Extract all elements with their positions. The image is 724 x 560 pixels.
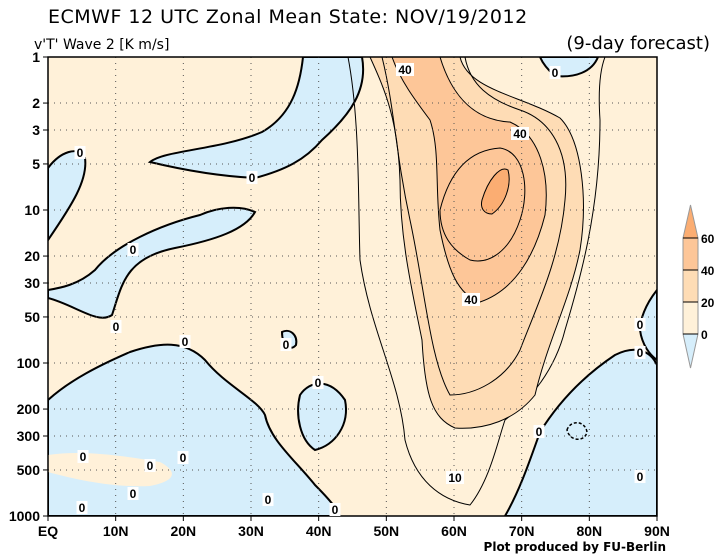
colorbar: 60 40 20 0 (682, 204, 715, 369)
contour-label: 0 (332, 503, 339, 517)
x-tick-label: 80N (576, 523, 602, 539)
contour-label-bg (179, 335, 191, 348)
contour-label-bg (634, 318, 646, 331)
contour-label: 0 (80, 450, 87, 464)
contour-label-bg (396, 63, 414, 76)
y-tick-label: 100 (17, 355, 41, 371)
x-tick-label: 90N (644, 523, 670, 539)
negative-region (48, 206, 257, 319)
negative-contour-dashed (566, 422, 588, 440)
colorbar-tick-label: 0 (701, 328, 708, 342)
colorbar-below-0 (682, 333, 699, 369)
region-40-60 (391, 57, 547, 303)
contour-label: 0 (283, 338, 290, 352)
contour-label-bg (76, 501, 88, 514)
region-above-60 (481, 168, 510, 215)
contour-label: 0 (552, 66, 559, 80)
contour-label: 0 (637, 346, 644, 360)
y-tick-label: 1 (32, 49, 40, 65)
contour-label: 0 (315, 376, 322, 390)
y-tick-label: 50 (24, 309, 40, 325)
contour-label: 0 (265, 493, 272, 507)
contour-label: 40 (464, 293, 478, 307)
x-tick-label: 70N (509, 523, 535, 539)
contour-label-bg (511, 127, 529, 140)
contour-label-bg (74, 146, 86, 159)
colorbar-above-60 (682, 204, 699, 239)
contour-label: 0 (249, 171, 256, 185)
credit-label: Plot produced by FU-Berlin (483, 540, 666, 554)
y-tick-label: 10 (24, 202, 40, 218)
contour-label-bg (246, 171, 258, 184)
contour-label-bg (177, 451, 189, 464)
contour-label-bg (462, 293, 480, 306)
contour-label-bg (110, 320, 122, 333)
contour-label: 0 (637, 318, 644, 332)
y-tick-label: 5 (32, 156, 40, 172)
x-tick-label: EQ (38, 523, 58, 539)
plot-area (48, 57, 657, 516)
contour-30 (381, 57, 567, 396)
contour-label-bg (77, 450, 89, 463)
contour-50 (439, 147, 526, 262)
y-tick-label: 300 (17, 428, 41, 444)
x-tick-label: 40N (306, 523, 332, 539)
colorbar-segment (682, 269, 699, 303)
contour-label: 0 (79, 501, 86, 515)
x-tick-label: 50N (373, 523, 399, 539)
contour-label: 0 (77, 146, 84, 160)
x-tick-label: 60N (441, 523, 467, 539)
colorbar-segment (682, 301, 699, 335)
contour-label: 0 (536, 425, 543, 439)
y-tick-label: 500 (17, 462, 41, 478)
colorbar-segment (682, 237, 699, 271)
contour-label-bg (549, 66, 561, 79)
contour-label-bg (144, 459, 156, 472)
x-tick-label: 10N (103, 523, 129, 539)
y-tick-label: 1000 (9, 508, 40, 524)
variable-label: v'T' Wave 2 [K m/s] (34, 37, 170, 53)
contour-label: 0 (147, 459, 154, 473)
contour-label: 0 (637, 470, 644, 484)
colorbar-tick-label: 40 (701, 264, 715, 278)
contour-10 (347, 57, 606, 506)
contour-label-bg (446, 471, 464, 484)
contour-label-bg (127, 487, 139, 500)
contour-label-bg (329, 503, 341, 516)
negative-region (48, 150, 87, 242)
forecast-label: (9-day forecast) (566, 33, 710, 54)
y-tick-label: 20 (24, 248, 40, 264)
contour-label: 0 (130, 243, 137, 257)
contour-label: 0 (113, 320, 120, 334)
axis-ticks: EQ 10N 20N 30N 40N 50N 60N 70N 80N 90N 1 2 3 5 10 20 30 5… (9, 49, 670, 539)
contour-label: 0 (130, 487, 137, 501)
y-tick-label: 200 (17, 401, 41, 417)
negative-region (147, 57, 365, 180)
chart-title: ECMWF 12 UTC Zonal Mean State: NOV/19/20… (48, 6, 528, 28)
colorbar-tick-label: 60 (701, 232, 715, 246)
x-tick-label: 30N (238, 523, 264, 539)
contour-label: 10 (448, 471, 462, 485)
y-tick-label: 30 (24, 275, 40, 291)
contour-label-bg (280, 338, 292, 351)
contour-label-bg (634, 346, 646, 359)
y-tick-label: 3 (32, 122, 40, 138)
contour-label-bg (312, 376, 324, 389)
contour-label-bg (127, 243, 139, 256)
contour-label-bg (634, 470, 646, 483)
y-tick-label: 2 (32, 95, 40, 111)
contour-label: 0 (182, 335, 189, 349)
contour-label: 40 (513, 127, 527, 141)
contour-label: 40 (398, 63, 412, 77)
contour-label-bg (533, 425, 545, 438)
x-tick-label: 20N (170, 523, 196, 539)
colorbar-tick-label: 20 (701, 296, 715, 310)
contour-label: 0 (180, 451, 187, 465)
plot-frame (47, 56, 658, 517)
contour-label-bg (262, 493, 274, 506)
